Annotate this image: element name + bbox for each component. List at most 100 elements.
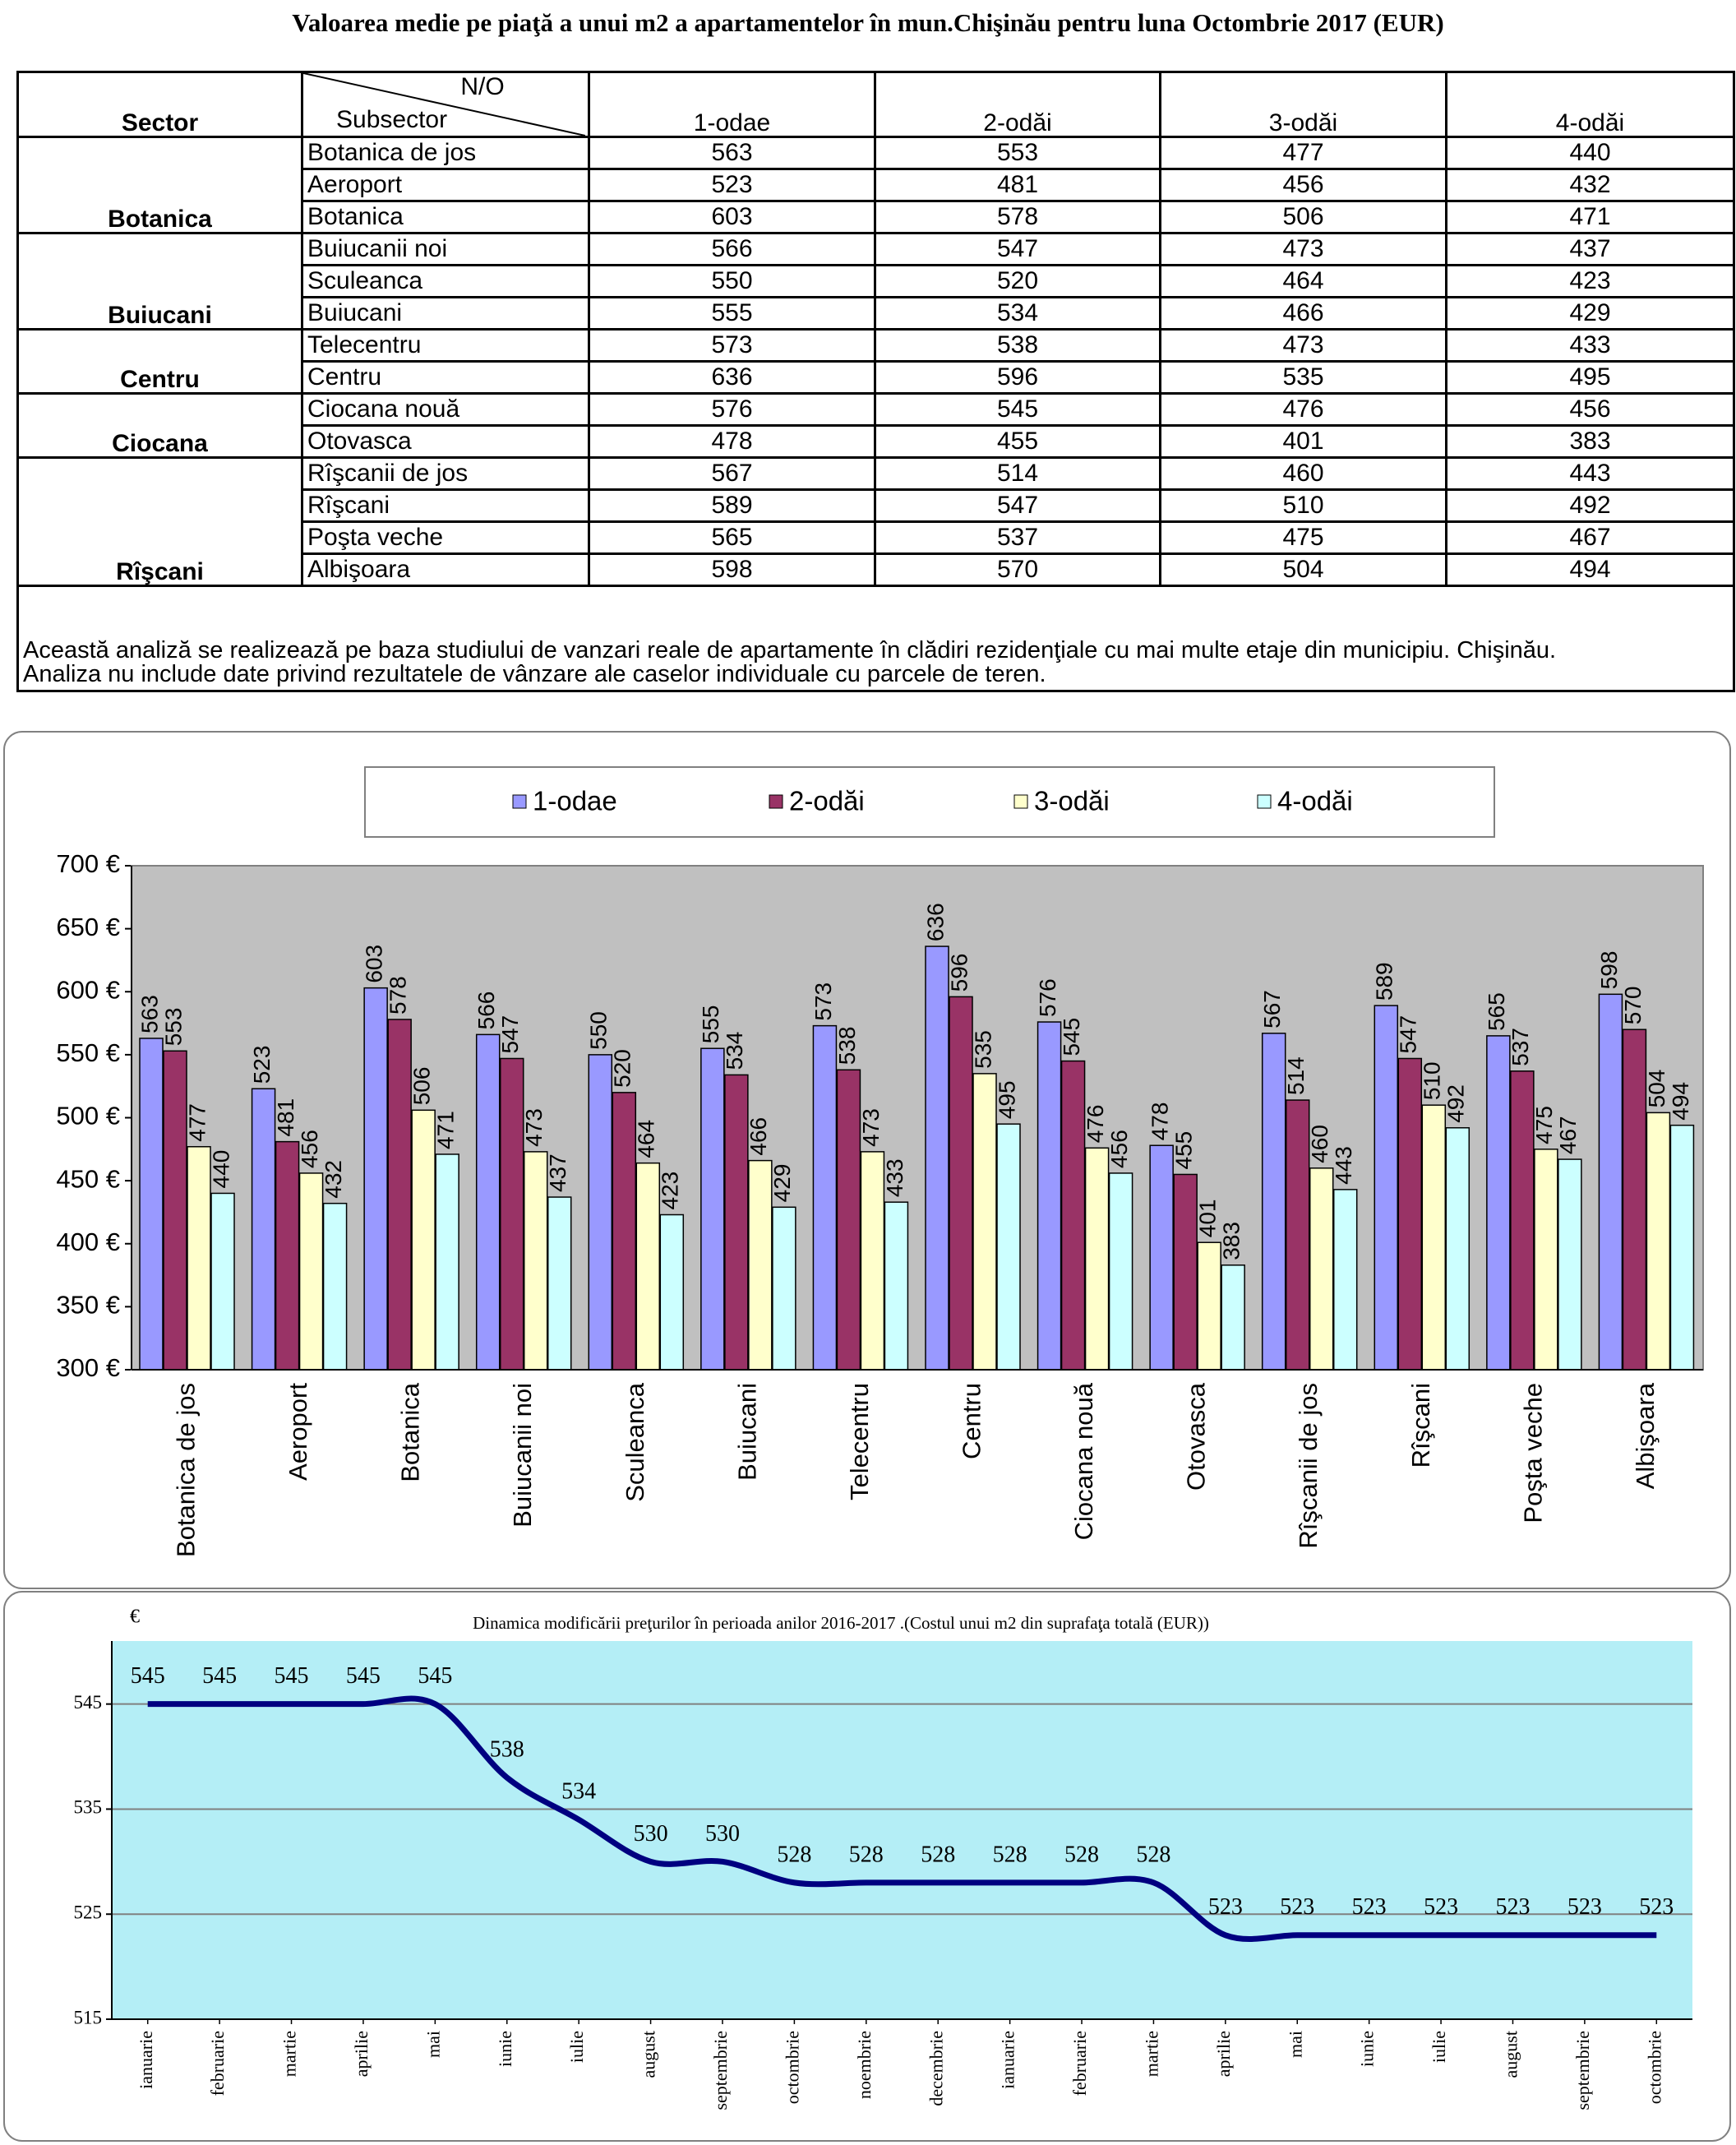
bar — [1221, 1264, 1245, 1371]
bar — [1037, 1021, 1062, 1371]
data-row: Ciocana Ciocana nouă 576 545 476 456 — [16, 392, 1735, 459]
price-cell: 460 — [1159, 456, 1447, 491]
price-cell: 563 — [588, 136, 876, 170]
price-cell: 471 — [1445, 200, 1735, 234]
bar — [949, 996, 973, 1371]
value-label: 538 — [490, 1737, 524, 1763]
y-tick-label: 450 € — [56, 1164, 120, 1193]
value-label: 545 — [346, 1663, 381, 1689]
bar-panel — [3, 731, 1731, 1589]
note-row: Această analiză se realizează pe baza st… — [16, 585, 1735, 692]
value-label: 476 — [1083, 1105, 1108, 1144]
price-cell: 476 — [1159, 392, 1447, 427]
subsector-name: Poşta veche — [301, 520, 590, 555]
bar — [884, 1201, 909, 1371]
subsector-name: Botanica — [301, 200, 590, 234]
value-label: 528 — [777, 1842, 811, 1867]
note-line: Această analiză se realizează pe baza st… — [23, 637, 1557, 663]
value-label: 473 — [521, 1108, 547, 1147]
y-tick-label: 545 — [74, 1692, 103, 1713]
bar — [635, 1162, 661, 1371]
bar — [163, 1050, 187, 1371]
y-tick-label: 700 € — [56, 849, 120, 878]
bar — [772, 1206, 796, 1371]
price-cell: 473 — [1159, 232, 1447, 266]
x-tick-label: septembrie — [1572, 2031, 1593, 2110]
value-label: 528 — [849, 1842, 884, 1867]
price-cell: 636 — [588, 360, 876, 395]
data-row: Poşta veche 565 537 475 467 — [18, 520, 1735, 555]
data-row: Centru 636 596 535 495 — [18, 360, 1735, 395]
bar — [547, 1196, 572, 1371]
y-tick-label: 600 € — [56, 975, 120, 1004]
sector-name: Botanica — [16, 136, 303, 234]
value-label: 481 — [273, 1098, 298, 1137]
value-label: 528 — [921, 1842, 955, 1867]
value-label: 492 — [1443, 1084, 1469, 1123]
bar — [1445, 1127, 1471, 1371]
y-tick-label: 650 € — [56, 913, 120, 941]
x-tick-label: noembrie — [854, 2031, 875, 2099]
y-tick-label: 535 — [74, 1797, 103, 1818]
price-cell: 455 — [874, 424, 1161, 459]
value-label: 553 — [160, 1008, 186, 1047]
legend-box — [364, 766, 1495, 838]
value-label: 506 — [409, 1067, 435, 1106]
bar — [363, 987, 388, 1371]
value-label: 477 — [184, 1103, 210, 1142]
y-tick-label: 515 — [74, 2007, 103, 2027]
value-label: 475 — [1531, 1106, 1557, 1144]
value-label: 566 — [473, 992, 499, 1030]
bar — [1558, 1158, 1582, 1371]
subsector-name: Buiucanii noi — [301, 232, 590, 266]
y-tick-label: 525 — [74, 1902, 103, 1923]
value-label: 555 — [698, 1005, 723, 1043]
value-label: 528 — [1136, 1842, 1170, 1867]
value-label: 547 — [1396, 1015, 1421, 1054]
subsector-name: Aeroport — [301, 168, 590, 202]
value-label: 534 — [722, 1032, 747, 1070]
price-cell: 481 — [874, 168, 1161, 202]
value-label: 530 — [705, 1821, 740, 1847]
x-tick-label: Poşta veche — [1518, 1383, 1547, 1523]
price-cell: 514 — [874, 456, 1161, 491]
value-label: 523 — [1495, 1894, 1530, 1920]
price-cell: 545 — [874, 392, 1161, 427]
value-label: 528 — [993, 1842, 1027, 1867]
x-tick-label: iunie — [495, 2031, 515, 2067]
x-tick-label: mai — [1285, 2031, 1305, 2058]
bar — [1060, 1060, 1086, 1371]
bar — [435, 1153, 459, 1371]
value-label: 567 — [1259, 990, 1285, 1029]
subsector-name: Telecentru — [301, 328, 590, 363]
bar — [1374, 1005, 1399, 1371]
price-cell: 456 — [1445, 392, 1735, 427]
bar — [1598, 993, 1623, 1371]
diagonal-line — [303, 73, 585, 136]
subsector-name: Rîşcani — [301, 488, 590, 523]
x-tick-label: septembrie — [710, 2031, 731, 2110]
value-label: 537 — [1507, 1028, 1533, 1066]
value-label: 440 — [208, 1150, 233, 1189]
column-header: 2-odăi — [874, 71, 1161, 138]
price-cell: 566 — [588, 232, 876, 266]
x-tick-label: Ciocana nouă — [1069, 1382, 1098, 1540]
value-label: 565 — [1484, 992, 1509, 1031]
x-tick-label: octombrie — [782, 2031, 802, 2104]
price-cell: 492 — [1445, 488, 1735, 523]
price-cell: 547 — [874, 232, 1161, 266]
value-label: 423 — [658, 1172, 683, 1210]
value-label: 636 — [922, 903, 948, 941]
bar — [251, 1088, 276, 1371]
value-label: 523 — [1424, 1894, 1458, 1920]
sector-name: Centru — [16, 328, 303, 395]
subsector-name: Albişoara — [301, 552, 590, 587]
bar — [1332, 1189, 1358, 1371]
price-cell: 473 — [1159, 328, 1447, 363]
price-cell: 467 — [1445, 520, 1735, 555]
x-tick-label: Aeroport — [284, 1383, 312, 1481]
value-label: 383 — [1219, 1222, 1244, 1260]
subsector-name: Ciocana nouă — [301, 392, 590, 427]
